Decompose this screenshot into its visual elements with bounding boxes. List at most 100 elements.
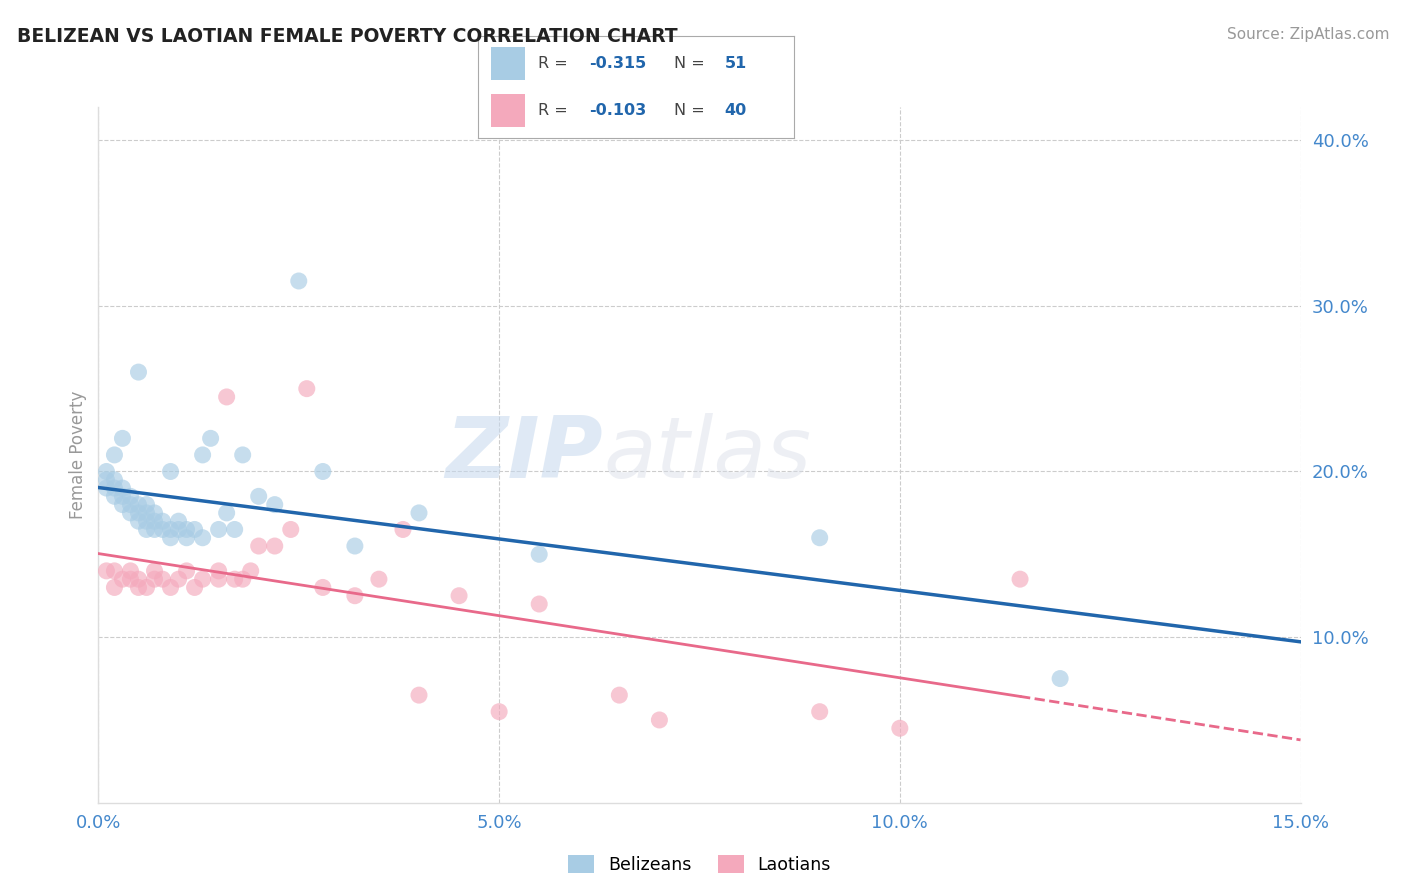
Point — [143, 572, 166, 586]
Point — [1010, 572, 1032, 586]
Point — [103, 448, 125, 462]
Point — [128, 498, 150, 512]
Point — [488, 705, 510, 719]
Point — [288, 274, 311, 288]
Point — [111, 431, 134, 445]
Point — [128, 506, 150, 520]
Point — [167, 514, 190, 528]
Point — [103, 564, 125, 578]
Point — [96, 473, 118, 487]
Y-axis label: Female Poverty: Female Poverty — [69, 391, 87, 519]
Point — [208, 523, 231, 537]
Text: -0.103: -0.103 — [589, 103, 645, 118]
Point — [120, 506, 142, 520]
Point — [103, 489, 125, 503]
Point — [120, 564, 142, 578]
Point — [176, 531, 198, 545]
Point — [159, 531, 181, 545]
Point — [280, 523, 302, 537]
Bar — [491, 95, 526, 127]
Point — [191, 448, 214, 462]
Point — [183, 581, 205, 595]
Point — [648, 713, 671, 727]
Text: N =: N = — [675, 56, 710, 70]
Legend: Belizeans, Laotians: Belizeans, Laotians — [561, 848, 838, 881]
Point — [96, 564, 118, 578]
Point — [1049, 672, 1071, 686]
Point — [143, 514, 166, 528]
Point — [263, 498, 285, 512]
Point — [529, 547, 551, 561]
Point — [232, 448, 254, 462]
Point — [159, 581, 181, 595]
Point — [120, 489, 142, 503]
Point — [103, 481, 125, 495]
Point — [128, 365, 150, 379]
Point — [215, 390, 238, 404]
Point — [135, 498, 157, 512]
Point — [312, 581, 335, 595]
Point — [295, 382, 318, 396]
Point — [167, 523, 190, 537]
Point — [447, 589, 470, 603]
Point — [135, 514, 157, 528]
Point — [529, 597, 551, 611]
Text: R =: R = — [538, 56, 574, 70]
Point — [159, 523, 181, 537]
Point — [135, 523, 157, 537]
Point — [143, 564, 166, 578]
Point — [408, 688, 430, 702]
Point — [111, 572, 134, 586]
Point — [176, 523, 198, 537]
Point — [191, 572, 214, 586]
Point — [368, 572, 391, 586]
Point — [312, 465, 335, 479]
Point — [343, 539, 366, 553]
Point — [808, 531, 831, 545]
Text: ZIP: ZIP — [446, 413, 603, 497]
Point — [392, 523, 415, 537]
Point — [208, 572, 231, 586]
Point — [152, 514, 174, 528]
Text: 51: 51 — [725, 56, 747, 70]
Point — [239, 564, 262, 578]
Point — [609, 688, 631, 702]
Point — [135, 506, 157, 520]
Bar — [491, 47, 526, 79]
Point — [263, 539, 285, 553]
Point — [111, 481, 134, 495]
Point — [128, 581, 150, 595]
Point — [120, 498, 142, 512]
Text: 40: 40 — [725, 103, 747, 118]
Point — [224, 572, 246, 586]
Point — [224, 523, 246, 537]
Point — [128, 514, 150, 528]
Text: atlas: atlas — [603, 413, 811, 497]
Point — [120, 572, 142, 586]
Point — [176, 564, 198, 578]
Point — [247, 539, 270, 553]
Text: R =: R = — [538, 103, 574, 118]
Point — [128, 572, 150, 586]
Point — [152, 523, 174, 537]
Point — [215, 506, 238, 520]
Point — [808, 705, 831, 719]
Text: Source: ZipAtlas.com: Source: ZipAtlas.com — [1226, 27, 1389, 42]
Point — [143, 506, 166, 520]
Point — [143, 523, 166, 537]
Point — [191, 531, 214, 545]
Text: N =: N = — [675, 103, 710, 118]
Point — [111, 489, 134, 503]
Point — [200, 431, 222, 445]
Point — [208, 564, 231, 578]
Point — [183, 523, 205, 537]
Point — [103, 473, 125, 487]
Point — [343, 589, 366, 603]
Point — [159, 465, 181, 479]
Text: BELIZEAN VS LAOTIAN FEMALE POVERTY CORRELATION CHART: BELIZEAN VS LAOTIAN FEMALE POVERTY CORRE… — [17, 27, 678, 45]
Point — [889, 721, 911, 735]
Point — [167, 572, 190, 586]
Point — [96, 465, 118, 479]
Point — [96, 481, 118, 495]
Point — [135, 581, 157, 595]
